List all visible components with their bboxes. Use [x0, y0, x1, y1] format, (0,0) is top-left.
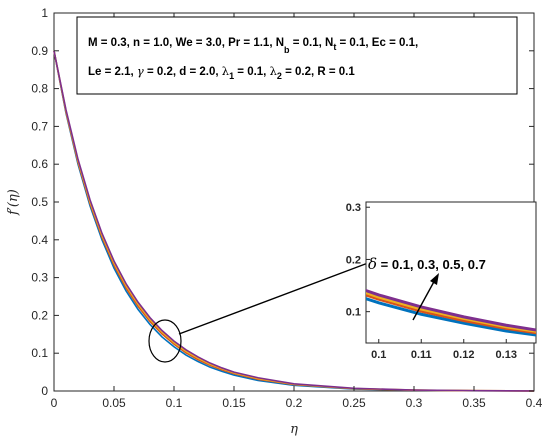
inset-series-line-4 — [366, 288, 536, 332]
inset-y-axis-ticks: 0.1 0.2 0.3 — [346, 202, 370, 319]
inset-x-tick-label: 0.13 — [496, 349, 517, 361]
y-tick-label: 0.9 — [31, 44, 48, 58]
inset-series-line-3 — [366, 291, 536, 333]
inset-series-lines — [366, 288, 536, 337]
delta-arrow-head — [430, 273, 439, 285]
x-tick-label: 0.1 — [166, 396, 183, 410]
y-tick-label: 0.8 — [31, 82, 48, 96]
x-axis-label: η — [290, 422, 298, 437]
x-tick-label: 0.3 — [406, 396, 423, 410]
x-tick-label: 0 — [51, 396, 58, 410]
zoom-connector-line — [178, 262, 369, 335]
parameters-box — [76, 16, 518, 95]
inset-y-tick-label: 0.3 — [346, 202, 361, 214]
x-tick-label: 0.05 — [102, 396, 126, 410]
inset-y-tick-label: 0.2 — [346, 254, 361, 266]
x-tick-label: 0.2 — [286, 396, 303, 410]
y-tick-label: 0.3 — [31, 271, 48, 285]
y-tick-label: 0.4 — [31, 233, 48, 247]
inset-y-tick-label: 0.1 — [346, 307, 361, 319]
inset-x-tick-label: 0.11 — [411, 349, 432, 361]
inset-x-tick-label: 0.1 — [371, 349, 386, 361]
y-tick-label: 0.5 — [31, 195, 48, 209]
y-tick-label: 1 — [41, 6, 48, 20]
y-tick-label: 0 — [41, 384, 48, 398]
parameters-line-2: Le = 2.1, γ = 0.2, d = 2.0, λ1 = 0.1, λ2… — [88, 64, 355, 81]
inset-series-line-2 — [366, 293, 536, 335]
inset-series-line-1 — [366, 297, 536, 337]
x-tick-label: 0.4 — [526, 396, 543, 410]
inset-x-axis-ticks: 0.1 0.11 0.12 0.13 — [371, 339, 517, 361]
zoom-ellipse — [148, 319, 182, 363]
y-axis-label: f′(η) — [6, 189, 21, 216]
x-tick-label: 0.25 — [342, 396, 366, 410]
y-tick-label: 0.1 — [31, 346, 48, 360]
y-tick-label: 0.2 — [31, 308, 48, 322]
y-tick-label: 0.6 — [31, 157, 48, 171]
y-tick-label: 0.7 — [31, 119, 48, 133]
parameters-line-1: M = 0.3, n = 1.0, We = 3.0, Pr = 1.1, Nb… — [88, 37, 418, 55]
x-tick-label: 0.15 — [222, 396, 246, 410]
y-axis-ticks: 0 0.1 0.2 0.3 0.4 0.5 0.6 0.7 0.8 0.9 1 — [31, 6, 534, 398]
series-line-4 — [53, 50, 535, 392]
inset-x-tick-label: 0.12 — [453, 349, 474, 361]
delta-annotation: δ = 0.1, 0.3, 0.5, 0.7 — [368, 255, 486, 273]
delta-arrow-shaft — [412, 277, 437, 321]
x-tick-label: 0.35 — [462, 396, 486, 410]
